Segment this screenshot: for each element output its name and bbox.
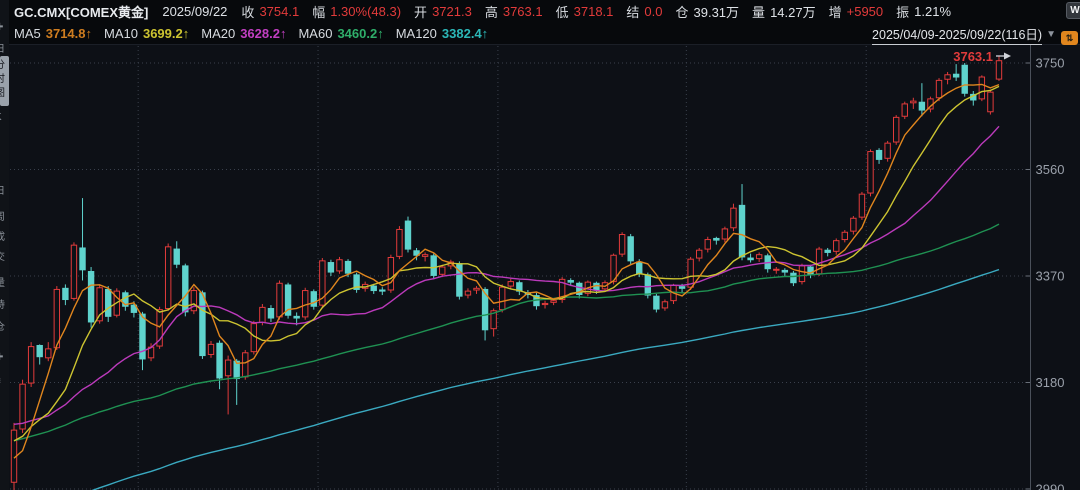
toolbar-glyph[interactable]: 分 xyxy=(0,60,9,71)
legend-value: 3699.2↑ xyxy=(142,25,190,41)
ma20-line xyxy=(13,125,1000,425)
stat-label: 增 xyxy=(828,4,842,20)
stat-label: 高 xyxy=(484,4,498,20)
toolbar-glyph[interactable]: ✚ xyxy=(0,22,9,33)
toolbar-glyph[interactable]: ≡ xyxy=(0,376,9,387)
stat-value: 3721.3 xyxy=(432,3,472,19)
legend-value: 3382.4↑ xyxy=(441,25,489,41)
quote-stat-收: 收 3754.1 xyxy=(241,2,299,21)
ma120-line xyxy=(91,268,1000,490)
toolbar-glyph[interactable]: ✚ xyxy=(0,352,9,363)
stat-label: 仓 xyxy=(675,4,689,20)
candles-layer xyxy=(10,55,1003,490)
ma60-line xyxy=(13,223,1000,442)
toolbar-glyph[interactable]: K xyxy=(0,112,9,123)
y-axis-label: 3560 xyxy=(1036,162,1065,177)
stat-label: 低 xyxy=(555,4,569,20)
quote-date: 2025/09/22 xyxy=(162,3,228,19)
ma10-line xyxy=(13,85,1000,442)
watermark-w-icon[interactable]: W xyxy=(1066,2,1080,19)
arrow-right-icon xyxy=(1004,52,1011,60)
toolbar-glyph[interactable]: 仓 xyxy=(0,322,9,333)
quote-stat-振: 振 1.21% xyxy=(896,2,951,21)
y-axis-label: 3750 xyxy=(1036,56,1065,71)
toolbar-glyph[interactable]: 图 xyxy=(0,88,9,99)
quote-stat-幅: 幅 1.30%(48.3) xyxy=(312,2,401,21)
high-price-label: 3763.1 xyxy=(953,49,993,64)
toolbar-glyph[interactable]: ⌕ xyxy=(0,2,9,13)
stat-label: 开 xyxy=(414,4,428,20)
legend-ma10: MA10 3699.2↑ xyxy=(104,26,189,41)
toolbar-glyph[interactable]: 持 xyxy=(0,300,9,311)
toolbar-glyph[interactable]: 交 xyxy=(0,252,9,263)
stat-value: 39.31万 xyxy=(693,4,740,20)
legend-ma120: MA120 3382.4↑ xyxy=(396,26,488,41)
ma-legend-bar: MA5 3714.8↑ MA10 3699.2↑ MA20 3628.2↑ MA60 3460… xyxy=(0,22,1080,45)
quote-header-bar: GC.CMX[COMEX黄金] 2025/09/22 收 3754.1 幅 1.30%… xyxy=(0,0,1080,22)
toolbar-glyph[interactable]: · xyxy=(0,134,9,145)
stat-label: 幅 xyxy=(312,4,326,20)
stat-value: 1.21% xyxy=(914,3,952,19)
y-axis: 3750 3560 3370 3180 2990 xyxy=(1025,45,1065,490)
legend-ma60: MA60 3460.2↑ xyxy=(298,26,383,41)
left-toolbar-sliver[interactable]: ⌕✚日分时图K··日周成交量持仓✚≡ xyxy=(0,0,9,490)
quote-stat-增: 增 +5950 xyxy=(829,2,884,21)
quote-stat-仓: 仓 39.31万 xyxy=(675,2,739,21)
legend-value: 3460.2↑ xyxy=(337,25,384,41)
toolbar-glyph[interactable]: 量 xyxy=(0,278,9,289)
price-annotation: 3763.1 xyxy=(953,49,1011,64)
stat-value: 3763.1 xyxy=(502,3,543,19)
toolbar-glyph[interactable]: 日 xyxy=(0,186,9,197)
toolbar-glyph[interactable]: 日 xyxy=(0,44,9,55)
quote-stat-高: 高 3763.1 xyxy=(485,2,543,21)
legend-value: 3714.8↑ xyxy=(45,25,92,41)
stat-label: 量 xyxy=(752,4,766,20)
chevron-down-icon: ▼ xyxy=(1046,29,1056,40)
symbol-title: GC.CMX[COMEX黄金] xyxy=(14,4,149,20)
ma-legend: MA5 3714.8↑ MA10 3699.2↑ MA20 3628.2↑ MA60 3460… xyxy=(14,26,500,41)
y-axis-label: 3180 xyxy=(1036,375,1065,390)
toolbar-glyph[interactable]: 成 xyxy=(0,232,9,243)
stat-value: +5950 xyxy=(846,3,884,19)
legend-ma5: MA5 3714.8↑ xyxy=(14,26,92,41)
y-axis-label: 2990 xyxy=(1036,481,1065,490)
legend-ma20: MA20 3628.2↑ xyxy=(201,26,286,41)
quote-stats: 收 3754.1 幅 1.30%(48.3) 开 3721.3 高 3763.1 低 3718.1… xyxy=(241,2,964,21)
quote-stat-量: 量 14.27万 xyxy=(752,2,816,21)
date-range-selector[interactable]: 2025/04/09-2025/09/22(116日) ▼ xyxy=(872,24,1056,45)
grid-layer xyxy=(10,46,1031,490)
stat-value: 14.27万 xyxy=(770,4,816,20)
stat-value: 3754.1 xyxy=(259,3,300,19)
ma-lines-layer xyxy=(13,83,1000,490)
toolbar-selected-block xyxy=(0,56,9,106)
toolbar-glyph[interactable]: 时 xyxy=(0,74,9,85)
date-range-label: 2025/04/09-2025/09/22(116日) xyxy=(872,24,1043,45)
toolbar-glyph[interactable]: · xyxy=(0,160,9,171)
quote-stat-开: 开 3721.3 xyxy=(414,2,472,21)
toolbar-glyph[interactable]: 周 xyxy=(0,212,9,223)
legend-name: MA5 xyxy=(14,25,41,41)
floating-badge-icon[interactable]: ⇅ xyxy=(1061,31,1078,45)
stat-label: 结 xyxy=(626,4,640,20)
quote-stat-结: 结 0.0 xyxy=(626,2,662,21)
quote-stat-低: 低 3718.1 xyxy=(556,2,614,21)
stat-value: 3718.1 xyxy=(573,3,614,19)
stat-label: 收 xyxy=(241,4,255,20)
legend-name: MA10 xyxy=(104,25,138,41)
legend-value: 3628.2↑ xyxy=(240,25,287,41)
stat-label: 振 xyxy=(896,4,910,20)
legend-name: MA60 xyxy=(298,25,333,41)
stat-value: 0.0 xyxy=(644,3,663,19)
legend-name: MA20 xyxy=(201,25,236,41)
legend-name: MA120 xyxy=(395,25,437,41)
ma5-line xyxy=(13,83,1000,459)
stat-value: 1.30%(48.3) xyxy=(330,3,402,19)
y-axis-label: 3370 xyxy=(1036,268,1065,283)
